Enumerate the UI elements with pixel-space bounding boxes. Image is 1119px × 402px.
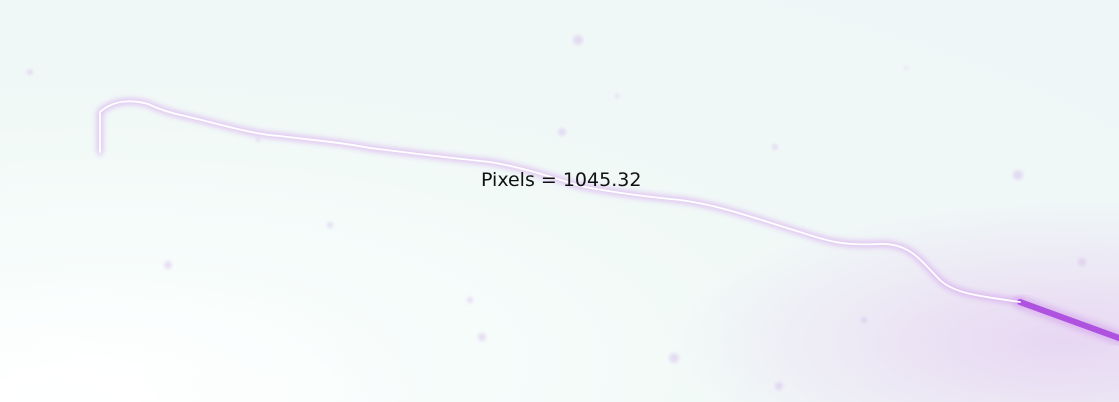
fiber-end [1017,299,1119,341]
measurement-trace [99,100,1021,303]
stain-specks [27,35,1086,390]
measurement-label: Pixels = 1045.32 [481,169,642,191]
